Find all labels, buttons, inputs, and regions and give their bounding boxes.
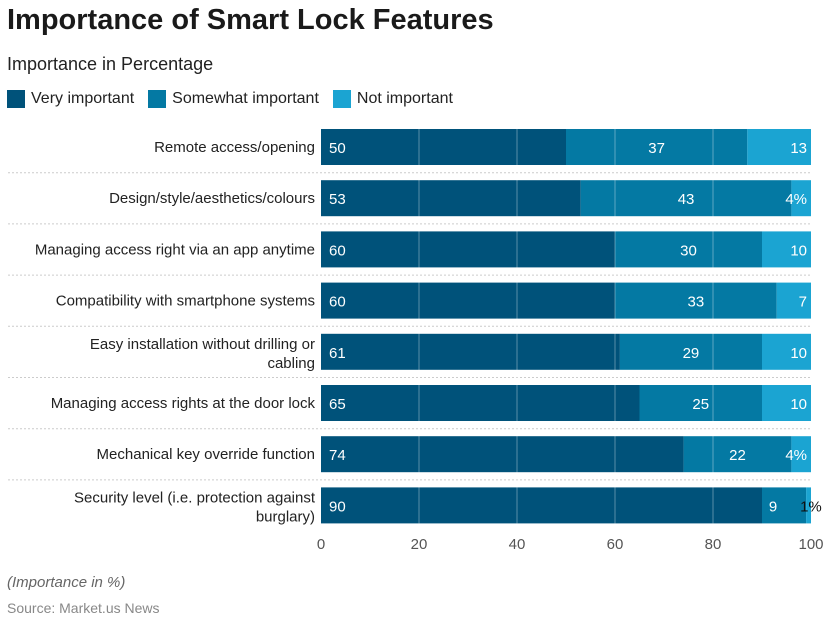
bar-segment <box>776 282 811 319</box>
data-label: 22 <box>729 447 746 464</box>
bar-segment <box>615 282 777 319</box>
category-label: Security level (i.e. protection against <box>74 489 316 506</box>
bar-segment <box>791 180 811 217</box>
data-label: 7 <box>799 294 807 311</box>
data-label: 13 <box>790 140 807 157</box>
chart-note: (Importance in %) <box>7 574 126 591</box>
legend-item-not-important: Not important <box>332 90 453 108</box>
category-label: cabling <box>267 355 315 372</box>
bar-segment <box>321 180 581 217</box>
legend-label: Not important <box>356 90 453 107</box>
data-label: 60 <box>329 294 346 311</box>
bar-segment <box>762 231 811 268</box>
bar-segment <box>321 231 615 268</box>
data-label: 74 <box>329 447 346 464</box>
category-label: Design/style/aesthetics/colours <box>109 190 315 207</box>
bar-segment <box>639 385 762 421</box>
category-label: Mechanical key override function <box>97 446 315 463</box>
x-tick-label: 100 <box>798 536 823 553</box>
bar-segment <box>321 129 566 165</box>
x-tick-label: 20 <box>411 536 428 553</box>
bar-segment <box>747 129 811 165</box>
data-label: 4% <box>785 191 807 208</box>
data-label: 1% <box>800 498 822 515</box>
x-tick-label: 80 <box>705 536 722 553</box>
data-label: 50 <box>329 140 346 157</box>
data-label: 10 <box>790 396 807 413</box>
bar-segment <box>762 333 811 370</box>
bar-segment <box>321 385 640 421</box>
category-label: Managing access right via an app anytime <box>35 241 315 258</box>
legend-swatch <box>332 90 351 108</box>
category-label: Remote access/opening <box>154 139 315 156</box>
legend-swatch <box>7 90 25 108</box>
data-label: 60 <box>329 242 346 259</box>
legend-label: Very important <box>31 90 135 107</box>
data-label: 29 <box>683 345 700 362</box>
data-label: 30 <box>680 242 697 259</box>
bar-segment <box>321 282 615 319</box>
data-label: 37 <box>648 140 665 157</box>
data-label: 10 <box>790 345 807 362</box>
legend-label: Somewhat important <box>172 90 319 107</box>
bar-segment <box>762 385 811 421</box>
bar-segment <box>806 487 811 524</box>
bar-segment <box>619 333 762 370</box>
category-label: Easy installation without drilling or <box>90 336 315 353</box>
bar-segment <box>566 129 748 165</box>
x-tick-label: 40 <box>509 536 526 553</box>
bar-segment <box>615 231 762 268</box>
legend-swatch <box>148 90 167 108</box>
data-label: 25 <box>692 396 709 413</box>
bar-segment <box>762 487 807 524</box>
bar-segment <box>791 436 811 473</box>
bar-segment <box>321 487 762 524</box>
chart-subtitle: Importance in Percentage <box>7 54 214 74</box>
chart-title: Importance of Smart Lock Features <box>7 4 494 36</box>
data-label: 65 <box>329 396 346 413</box>
bar-segment <box>683 436 792 473</box>
category-label: burglary) <box>256 508 315 525</box>
data-label: 43 <box>678 191 695 208</box>
bar-segment <box>321 436 684 473</box>
legend-item-somewhat-important: Somewhat important <box>148 90 319 108</box>
x-tick-label: 0 <box>317 536 325 553</box>
bar-segment <box>321 333 620 370</box>
x-tick-label: 60 <box>607 536 624 553</box>
data-label: 10 <box>790 242 807 259</box>
category-label: Managing access rights at the door lock <box>51 395 316 412</box>
data-label: 4% <box>785 447 807 464</box>
data-label: 90 <box>329 498 346 515</box>
data-label: 9 <box>769 498 777 515</box>
legend-item-very-important: Very important <box>7 90 134 108</box>
chart-source: Source: Market.us News <box>7 600 160 616</box>
bar-segment <box>580 180 792 217</box>
data-label: 61 <box>329 345 346 362</box>
data-label: 53 <box>329 191 346 208</box>
legend: Very important Somewhat important Not im… <box>7 90 453 108</box>
category-label: Compatibility with smartphone systems <box>56 293 315 310</box>
data-label: 33 <box>688 294 705 311</box>
